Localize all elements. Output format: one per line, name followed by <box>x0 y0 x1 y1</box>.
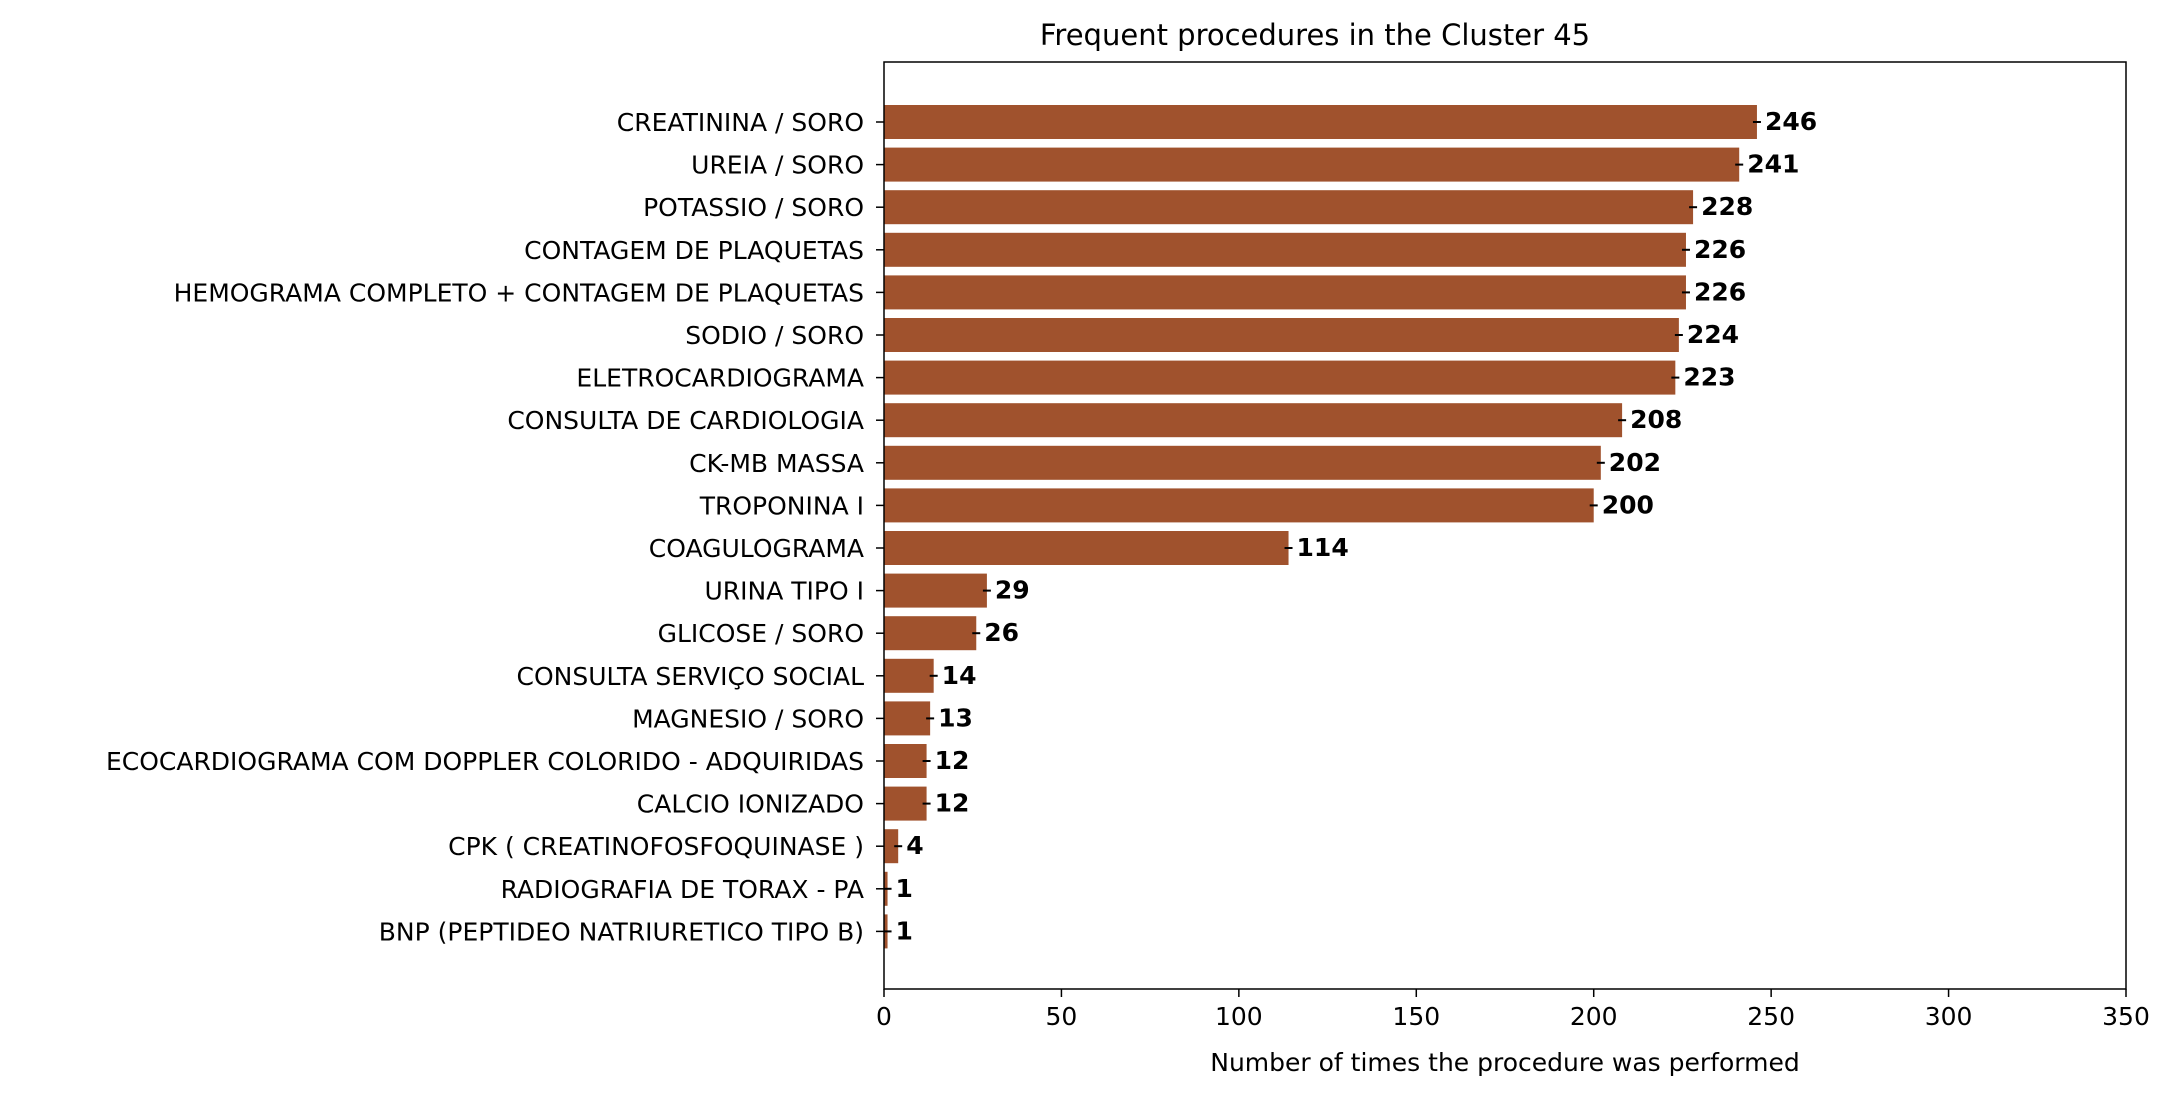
y-tick-label: UREIA / SORO <box>691 151 864 180</box>
data-label: 14 <box>942 661 977 690</box>
x-axis-ticks-group: 0 50 100 150 200 250 300 350 <box>876 989 2150 1031</box>
data-label: 208 <box>1630 405 1682 434</box>
y-tick-label: CREATININA / SORO <box>617 108 864 137</box>
x-tick-label: 350 <box>2102 1002 2150 1031</box>
y-tick-label: SODIO / SORO <box>685 321 864 350</box>
data-label: 200 <box>1602 490 1654 519</box>
data-label: 224 <box>1687 320 1739 349</box>
bar <box>884 360 1676 395</box>
y-tick-label: BNP (PEPTIDEO NATRIURETICO TIPO B) <box>379 917 864 946</box>
data-label: 226 <box>1694 235 1746 264</box>
data-label: 12 <box>935 789 970 818</box>
bar <box>884 147 1740 182</box>
x-tick-label: 0 <box>876 1002 892 1031</box>
bar <box>884 786 927 821</box>
y-tick-label: URINA TIPO I <box>704 577 864 606</box>
bar <box>884 318 1679 352</box>
category-labels-group: CREATININA / SORO UREIA / SORO POTASSIO / … <box>106 108 884 946</box>
x-tick-label: 150 <box>1392 1002 1440 1031</box>
data-label: 1 <box>896 874 913 903</box>
bar <box>884 105 1757 139</box>
bar <box>884 190 1694 225</box>
data-label: 26 <box>984 618 1019 647</box>
y-tick-label: ELETROCARDIOGRAMA <box>576 364 864 393</box>
bar <box>884 616 977 651</box>
data-label: 114 <box>1297 533 1349 562</box>
bars-group <box>883 105 1761 949</box>
data-label: 13 <box>938 703 973 732</box>
x-axis-label: Number of times the procedure was perfor… <box>1210 1048 1799 1077</box>
bar <box>884 275 1686 310</box>
x-tick-label: 50 <box>1046 1002 1078 1031</box>
bar <box>884 232 1686 267</box>
bar <box>884 701 931 736</box>
y-tick-label: TROPONINA I <box>699 491 864 520</box>
y-tick-label: ECOCARDIOGRAMA COM DOPPLER COLORIDO - AD… <box>106 747 864 776</box>
data-label: 241 <box>1747 150 1799 179</box>
y-tick-label: POTASSIO / SORO <box>643 193 864 222</box>
value-labels-group: 2462412282262262242232082022001142926141… <box>896 107 1818 945</box>
bar <box>884 531 1289 565</box>
x-tick-label: 300 <box>1925 1002 1973 1031</box>
data-label: 1 <box>896 916 913 945</box>
y-tick-label: CK-MB MASSA <box>689 449 864 478</box>
bar <box>884 573 987 608</box>
bar <box>884 403 1623 438</box>
y-tick-label: GLICOSE / SORO <box>658 619 864 648</box>
data-label: 228 <box>1701 192 1753 221</box>
y-tick-label: HEMOGRAMA COMPLETO + CONTAGEM DE PLAQUET… <box>174 278 864 307</box>
bar <box>884 445 1601 480</box>
data-label: 246 <box>1765 107 1817 136</box>
bar <box>884 744 927 778</box>
data-label: 226 <box>1694 277 1746 306</box>
data-label: 223 <box>1683 363 1735 392</box>
y-tick-label: CONSULTA DE CARDIOLOGIA <box>507 406 864 435</box>
x-tick-label: 200 <box>1570 1002 1618 1031</box>
y-tick-label: MAGNESIO / SORO <box>632 704 864 733</box>
bar <box>884 488 1594 523</box>
data-label: 29 <box>995 576 1030 605</box>
y-tick-label: CONSULTA SERVIÇO SOCIAL <box>517 662 865 691</box>
y-tick-label: RADIOGRAFIA DE TORAX - PA <box>501 875 864 904</box>
y-tick-label: COAGULOGRAMA <box>649 534 864 563</box>
x-tick-label: 250 <box>1747 1002 1795 1031</box>
y-tick-label: CPK ( CREATINOFOSFOQUINASE ) <box>448 832 864 861</box>
x-tick-label: 100 <box>1215 1002 1263 1031</box>
data-label: 4 <box>906 831 923 860</box>
data-label: 202 <box>1609 448 1661 477</box>
plot-frame <box>883 61 2127 990</box>
bar <box>884 829 899 864</box>
y-tick-label: CONTAGEM DE PLAQUETAS <box>524 236 864 265</box>
bar <box>884 658 934 693</box>
data-label: 12 <box>935 746 970 775</box>
chart-title: Frequent procedures in the Cluster 45 <box>1040 18 1590 52</box>
y-tick-label: CALCIO IONIZADO <box>637 790 864 819</box>
